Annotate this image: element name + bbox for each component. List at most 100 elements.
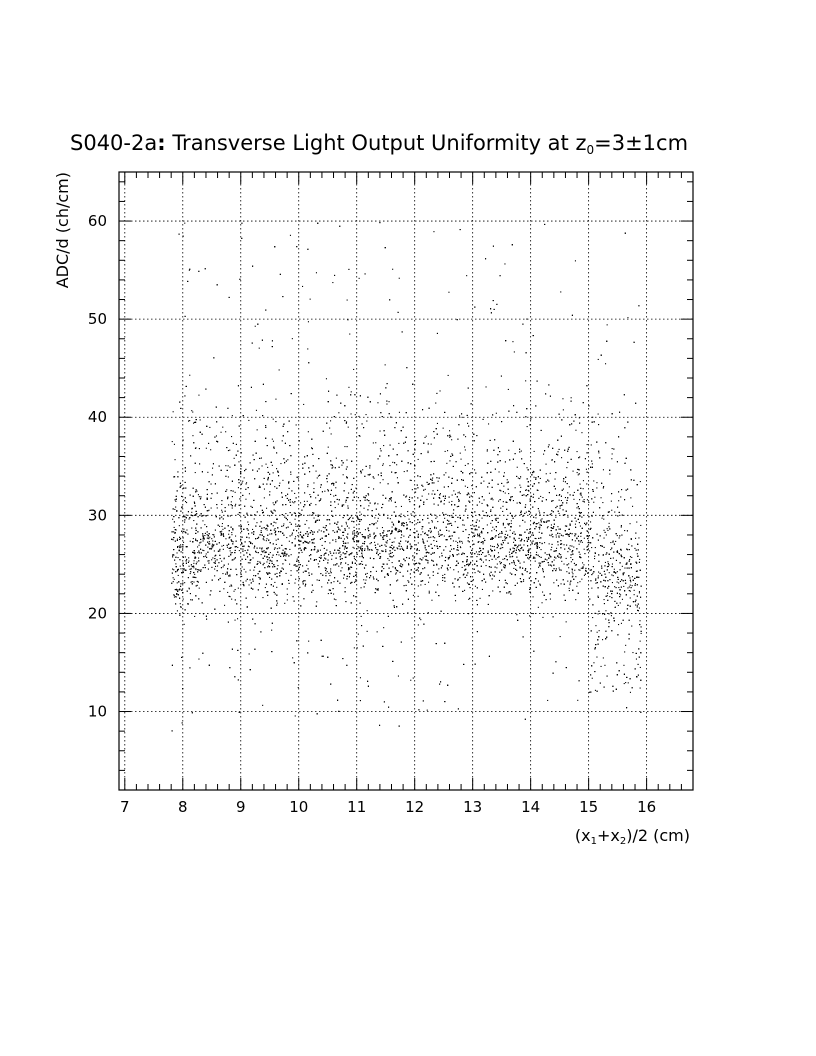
data-point bbox=[542, 591, 544, 593]
data-point bbox=[347, 426, 349, 428]
data-point bbox=[346, 459, 348, 461]
data-point bbox=[579, 456, 581, 458]
data-point bbox=[539, 565, 541, 567]
data-point bbox=[207, 537, 209, 539]
data-point bbox=[221, 503, 223, 505]
data-point bbox=[210, 507, 212, 509]
data-point bbox=[467, 486, 469, 488]
data-point bbox=[338, 412, 340, 414]
data-point bbox=[468, 565, 470, 567]
data-point bbox=[618, 624, 620, 626]
data-point bbox=[488, 554, 490, 556]
data-point bbox=[194, 615, 196, 617]
data-point bbox=[529, 510, 531, 512]
data-point bbox=[211, 559, 213, 561]
data-point bbox=[523, 579, 525, 581]
data-point bbox=[209, 426, 211, 428]
data-point bbox=[395, 572, 397, 574]
data-point bbox=[405, 522, 407, 524]
data-point bbox=[544, 542, 546, 544]
data-point bbox=[459, 493, 461, 495]
data-point bbox=[623, 683, 625, 685]
data-point bbox=[398, 515, 400, 517]
data-point bbox=[541, 518, 543, 520]
data-point bbox=[610, 500, 612, 502]
data-point bbox=[618, 537, 620, 539]
data-point bbox=[267, 476, 269, 478]
data-point bbox=[576, 472, 578, 474]
data-point bbox=[562, 488, 564, 490]
data-point bbox=[307, 431, 309, 433]
data-point bbox=[366, 610, 368, 612]
data-point bbox=[211, 543, 213, 545]
data-point bbox=[379, 448, 381, 450]
data-point bbox=[504, 492, 506, 494]
data-point bbox=[231, 552, 233, 554]
data-point bbox=[620, 549, 622, 551]
data-point bbox=[265, 463, 267, 465]
data-point bbox=[522, 574, 524, 576]
data-point bbox=[276, 518, 278, 520]
data-point bbox=[430, 443, 432, 445]
data-point bbox=[551, 459, 553, 461]
data-point bbox=[221, 525, 223, 527]
data-point bbox=[610, 615, 612, 617]
data-point bbox=[307, 321, 309, 323]
data-point bbox=[198, 394, 200, 396]
data-point bbox=[466, 582, 468, 584]
data-point bbox=[542, 568, 544, 570]
data-point bbox=[547, 526, 549, 528]
data-point bbox=[391, 526, 393, 528]
data-point bbox=[182, 549, 184, 551]
data-point bbox=[510, 520, 512, 522]
data-point bbox=[464, 446, 466, 448]
data-point bbox=[360, 587, 362, 589]
data-point bbox=[278, 369, 280, 371]
data-point bbox=[594, 496, 596, 498]
data-point bbox=[188, 588, 190, 590]
data-point bbox=[358, 277, 360, 279]
data-point bbox=[243, 568, 245, 570]
data-point bbox=[321, 586, 323, 588]
data-point bbox=[184, 582, 186, 584]
data-point bbox=[319, 549, 321, 551]
data-point bbox=[426, 498, 428, 500]
data-point bbox=[376, 631, 378, 633]
data-point bbox=[220, 534, 222, 536]
data-point bbox=[293, 512, 295, 514]
data-point bbox=[356, 541, 358, 543]
data-point bbox=[275, 398, 277, 400]
data-point bbox=[243, 477, 245, 479]
data-point bbox=[638, 591, 640, 593]
data-point bbox=[536, 551, 538, 553]
data-point bbox=[620, 555, 622, 557]
data-point bbox=[595, 578, 597, 580]
data-point bbox=[630, 497, 632, 499]
data-point bbox=[595, 582, 597, 584]
data-point bbox=[448, 530, 450, 532]
data-point bbox=[405, 540, 407, 542]
data-point bbox=[373, 533, 375, 535]
data-point bbox=[602, 657, 604, 659]
data-point bbox=[271, 556, 273, 558]
data-point bbox=[603, 599, 605, 601]
data-point bbox=[193, 422, 195, 424]
data-point bbox=[291, 338, 293, 340]
data-point bbox=[220, 431, 222, 433]
data-point bbox=[465, 436, 467, 438]
data-point bbox=[172, 411, 174, 413]
data-point bbox=[568, 590, 570, 592]
data-point bbox=[577, 474, 579, 476]
data-point bbox=[479, 597, 481, 599]
data-point bbox=[278, 547, 280, 549]
data-point bbox=[313, 482, 315, 484]
data-point bbox=[273, 447, 275, 449]
data-point bbox=[572, 470, 574, 472]
data-point bbox=[454, 521, 456, 523]
data-point bbox=[173, 526, 175, 528]
data-point bbox=[329, 575, 331, 577]
data-point bbox=[373, 488, 375, 490]
data-point bbox=[500, 543, 502, 545]
data-point bbox=[233, 558, 235, 560]
data-point bbox=[468, 493, 470, 495]
